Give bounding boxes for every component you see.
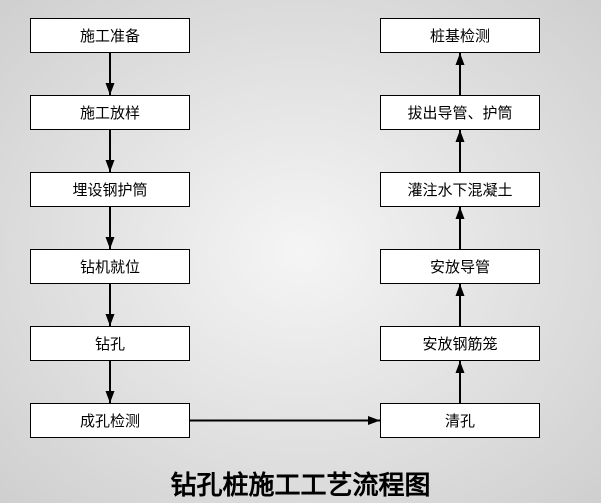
- flowchart-stage: 施工准备施工放样埋设钢护筒钻机就位钻孔成孔检测 清孔 安放钢筋笼 安放导管 灌注水下混凝…: [0, 0, 601, 503]
- flow-node-n6: 成孔检测: [30, 403, 190, 438]
- flow-node-n4: 钻机就位: [30, 249, 190, 284]
- flow-node-n1: 施工准备: [30, 18, 190, 53]
- flow-node-n7: 清孔: [380, 403, 540, 438]
- flow-node-n12: 桩基检测: [380, 18, 540, 53]
- flow-node-n8: 安放钢筋笼: [380, 326, 540, 361]
- edge-n6-n7: [190, 416, 380, 425]
- edge-n2-n3: [106, 130, 115, 172]
- edge-n3-n4: [106, 207, 115, 249]
- edge-n10-n11: [456, 130, 465, 172]
- edge-n8-n9: [456, 284, 465, 326]
- edge-n1-n2: [106, 53, 115, 95]
- flow-node-n9: 安放导管: [380, 249, 540, 284]
- edge-n11-n12: [456, 53, 465, 95]
- edge-n4-n5: [106, 284, 115, 326]
- edge-n7-n8: [456, 361, 465, 403]
- edge-n9-n10: [456, 207, 465, 249]
- diagram-title: 钻孔桩施工工艺流程图: [0, 465, 601, 502]
- edge-n5-n6: [106, 361, 115, 403]
- flow-node-n11: 拔出导管、护筒: [380, 95, 540, 130]
- flow-node-n3: 埋设钢护筒: [30, 172, 190, 207]
- flow-node-n2: 施工放样: [30, 95, 190, 130]
- flow-node-n10: 灌注水下混凝土: [380, 172, 540, 207]
- flow-node-n5: 钻孔: [30, 326, 190, 361]
